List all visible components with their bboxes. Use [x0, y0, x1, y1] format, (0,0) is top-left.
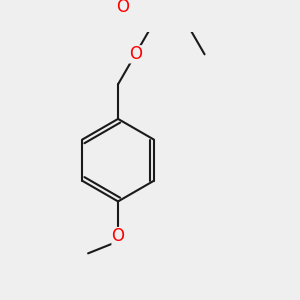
Text: O: O [112, 227, 124, 245]
Text: O: O [129, 45, 142, 63]
Text: O: O [116, 0, 129, 16]
